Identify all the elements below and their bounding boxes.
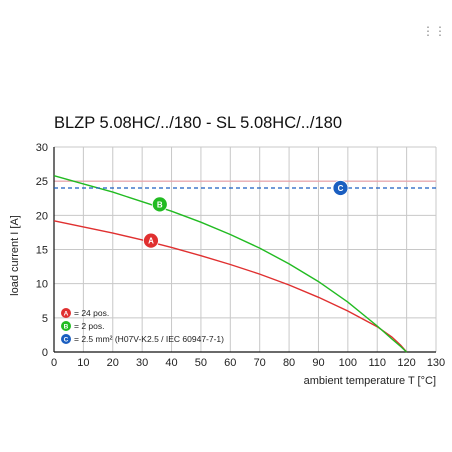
series-badge-a-circle bbox=[143, 232, 159, 249]
series-badge-c-label: C bbox=[338, 184, 344, 193]
x-tick-label: 20 bbox=[107, 357, 119, 369]
legend-badge-a bbox=[61, 308, 71, 318]
x-tick-label: 100 bbox=[339, 357, 357, 369]
legend: A = 24 pos. B = 2 pos. C = 2.5 mm² (H07V-K2.5… bbox=[61, 308, 224, 344]
legend-entry-text: = 24 pos. bbox=[74, 308, 109, 318]
x-tick-label: 110 bbox=[368, 357, 386, 369]
y-tick-label: 10 bbox=[36, 279, 48, 291]
x-tick-label: 90 bbox=[312, 357, 324, 369]
y-tick-label: 20 bbox=[36, 210, 48, 222]
series-badge-a-label: A bbox=[148, 237, 154, 246]
y-tick-label: 5 bbox=[42, 313, 48, 325]
x-tick-label: 120 bbox=[397, 357, 415, 369]
y-tick-label: 15 bbox=[36, 245, 48, 257]
x-tick-label: 80 bbox=[283, 357, 295, 369]
chart-title: BLZP 5.08HC/../180 - SL 5.08HC/../180 bbox=[54, 114, 342, 132]
legend-entry-text: = 2 pos. bbox=[74, 321, 104, 331]
x-tick-label: 60 bbox=[224, 357, 236, 369]
x-tick-label: 50 bbox=[195, 357, 207, 369]
legend-badge-letter: C bbox=[64, 337, 69, 344]
y-tick-label: 0 bbox=[42, 347, 48, 359]
x-tick-label: 30 bbox=[136, 357, 148, 369]
legend-badge-letter: B bbox=[64, 324, 69, 331]
series-badge-b-label: B bbox=[157, 200, 163, 209]
legend-badge-b bbox=[61, 321, 71, 331]
legend-badge-c bbox=[61, 334, 71, 344]
x-tick-label: 0 bbox=[51, 357, 57, 369]
x-tick-label: 130 bbox=[427, 357, 445, 369]
series-line-a bbox=[53, 220, 408, 353]
series-badge-b-circle bbox=[151, 196, 168, 213]
legend-entry-text: = 2.5 mm² (H07V-K2.5 / IEC 60947-7-1) bbox=[74, 334, 224, 344]
x-tick-label: 10 bbox=[77, 357, 89, 369]
x-axis-label: ambient temperature T [°C] bbox=[304, 375, 436, 387]
series-line-b bbox=[53, 175, 408, 353]
y-tick-label: 25 bbox=[36, 176, 48, 188]
y-axis-label: load current I [A] bbox=[9, 215, 21, 296]
corner-grip-icon: ⋮⋮ bbox=[422, 24, 446, 38]
x-tick-label: 40 bbox=[165, 357, 177, 369]
y-tick-label: 30 bbox=[36, 142, 48, 154]
legend-badge-letter: A bbox=[64, 311, 69, 318]
series-badge-c-circle bbox=[332, 180, 349, 196]
x-tick-label: 70 bbox=[254, 357, 266, 369]
